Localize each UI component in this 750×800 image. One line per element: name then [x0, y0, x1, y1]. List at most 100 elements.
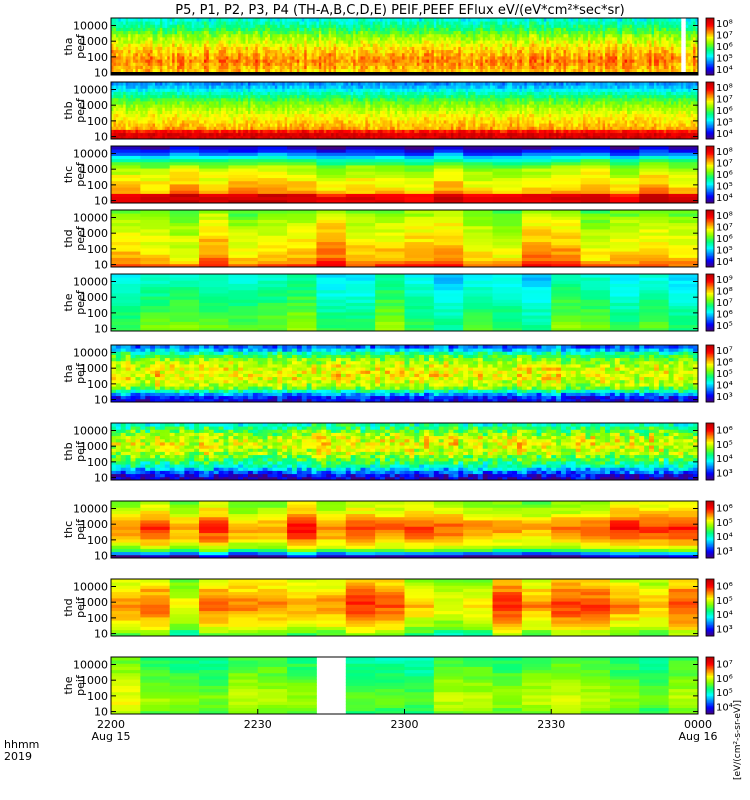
heatmap-cell: [570, 37, 574, 41]
heatmap-cell: [277, 37, 281, 41]
heatmap-cell: [609, 18, 613, 22]
heatmap-cell: [370, 40, 374, 44]
heatmap-cell: [196, 68, 200, 73]
heatmap-cell: [247, 43, 251, 47]
heatmap-cell: [558, 68, 562, 73]
heatmap-cell: [458, 56, 462, 60]
heatmap-cell: [512, 24, 515, 28]
heatmap-cell: [216, 18, 220, 22]
heatmap-cell: [128, 30, 131, 35]
heatmap-cell: [402, 49, 405, 54]
heatmap-cell: [424, 18, 427, 22]
heatmap-cell: [597, 43, 601, 47]
heatmap-cell: [159, 59, 163, 63]
heatmap-cell: [673, 52, 677, 57]
heatmap-cell: [213, 37, 217, 41]
heatmap-cell: [561, 18, 564, 22]
heatmap-cell: [372, 24, 376, 28]
heatmap-cell: [512, 52, 515, 57]
heatmap-cell: [167, 129, 171, 134]
heatmap-cell: [636, 49, 640, 54]
heatmap-cell: [490, 52, 493, 57]
heatmap-cell: [465, 40, 469, 44]
heatmap-cell: [174, 104, 178, 108]
heatmap-cell: [179, 113, 183, 118]
heatmap-cell: [387, 68, 391, 73]
heatmap-cell: [230, 46, 234, 51]
heatmap-cell: [519, 24, 523, 28]
heatmap-cell: [485, 43, 489, 47]
heatmap-cell: [233, 52, 237, 57]
heatmap-cell: [267, 56, 271, 60]
heatmap-cell: [693, 27, 696, 32]
heatmap-cell: [238, 56, 242, 60]
heatmap-cell: [389, 65, 393, 70]
heatmap-cell: [233, 62, 237, 66]
heatmap-cell: [186, 56, 190, 60]
heatmap-cell: [213, 43, 217, 47]
heatmap-cell: [150, 107, 153, 111]
heatmap-cell: [260, 62, 264, 66]
heatmap-cell: [472, 18, 476, 22]
heatmap-cell: [534, 68, 537, 73]
heatmap-cell: [649, 18, 652, 22]
heatmap-cell: [174, 40, 178, 44]
heatmap-cell: [294, 52, 298, 57]
heatmap-cell: [509, 27, 513, 32]
heatmap-cell: [663, 21, 667, 25]
heatmap-cell: [573, 59, 577, 63]
heatmap-cell: [585, 56, 589, 60]
heatmap-cell: [450, 33, 454, 38]
heatmap-cell: [311, 56, 315, 60]
heatmap-cell: [556, 56, 559, 60]
heatmap-cell: [453, 30, 457, 35]
heatmap-cell: [446, 56, 449, 60]
heatmap-cell: [115, 94, 119, 99]
heatmap-cell: [269, 37, 273, 41]
heatmap-cell: [536, 18, 540, 22]
heatmap-cell: [186, 18, 190, 22]
heatmap-cell: [211, 52, 215, 57]
heatmap-cell: [194, 101, 198, 105]
heatmap-cell: [326, 65, 330, 70]
heatmap-cell: [323, 62, 327, 66]
heatmap-cell: [416, 33, 420, 38]
heatmap-cell: [115, 135, 119, 140]
heatmap-cell: [145, 126, 149, 130]
heatmap-cell: [402, 21, 405, 25]
heatmap-cell: [539, 65, 542, 70]
heatmap-cell: [184, 37, 188, 41]
heatmap-cell: [296, 65, 300, 70]
heatmap-cell: [666, 65, 670, 70]
heatmap-cell: [521, 46, 525, 51]
heatmap-cell: [137, 97, 141, 102]
heatmap-cell: [531, 68, 535, 73]
heatmap-cell: [167, 18, 171, 22]
heatmap-cell: [172, 33, 175, 38]
heatmap-cell: [612, 24, 616, 28]
heatmap-cell: [487, 52, 491, 57]
heatmap-cell: [460, 40, 464, 44]
heatmap-cell: [651, 52, 655, 57]
heatmap-cell: [629, 49, 633, 54]
heatmap-cell: [333, 56, 337, 60]
heatmap-cell: [414, 59, 418, 63]
heatmap-cell: [257, 24, 261, 28]
heatmap-cell: [196, 37, 200, 41]
heatmap-cell: [147, 129, 151, 134]
heatmap-cell: [597, 65, 601, 70]
heatmap-cell: [115, 82, 119, 86]
heatmap-cell: [211, 59, 215, 63]
heatmap-cell: [169, 37, 173, 41]
heatmap-cell: [145, 88, 149, 92]
heatmap-cell: [128, 18, 131, 22]
heatmap-cell: [250, 37, 254, 41]
heatmap-cell: [663, 59, 667, 63]
heatmap-cell: [350, 49, 354, 54]
heatmap-cell: [568, 65, 572, 70]
heatmap-cell: [639, 30, 643, 35]
heatmap-cell: [225, 43, 229, 47]
heatmap-cell: [150, 85, 153, 89]
heatmap-cell: [487, 27, 491, 32]
heatmap-cell: [394, 37, 398, 41]
